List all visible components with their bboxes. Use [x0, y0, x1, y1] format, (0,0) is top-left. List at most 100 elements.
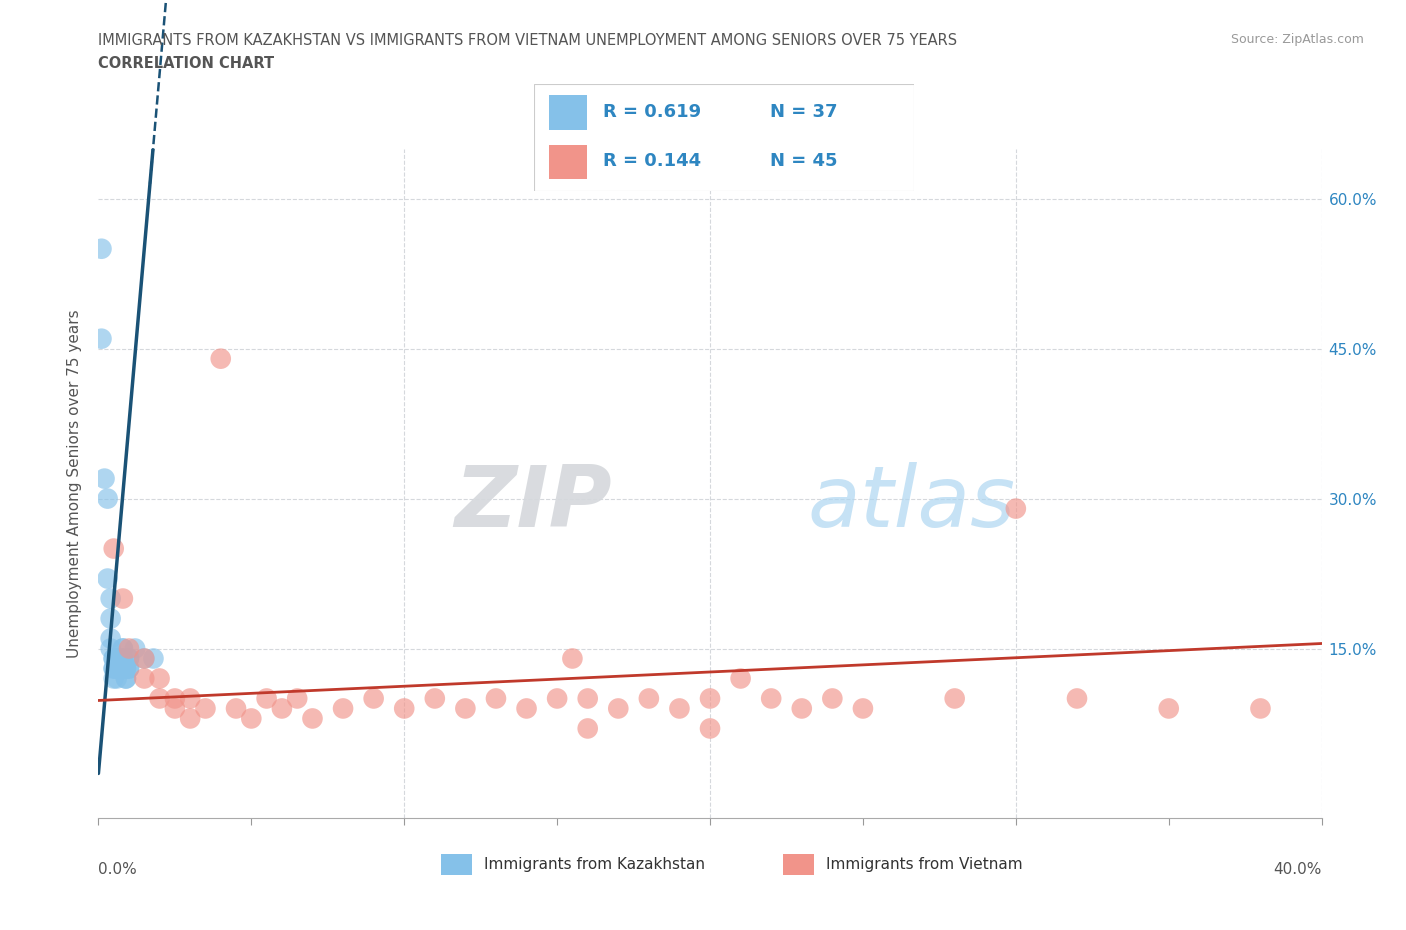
- Point: [118, 641, 141, 656]
- Point: [111, 641, 134, 656]
- Text: Immigrants from Kazakhstan: Immigrants from Kazakhstan: [484, 857, 704, 872]
- Point: [240, 711, 263, 726]
- Point: [392, 701, 416, 716]
- Point: [163, 701, 186, 716]
- Point: [100, 591, 122, 606]
- Point: [118, 651, 141, 666]
- Point: [134, 671, 156, 686]
- Point: [118, 651, 141, 666]
- Point: [118, 661, 141, 676]
- Point: [256, 691, 278, 706]
- Point: [93, 472, 115, 486]
- Point: [759, 691, 782, 706]
- Text: IMMIGRANTS FROM KAZAKHSTAN VS IMMIGRANTS FROM VIETNAM UNEMPLOYMENT AMONG SENIORS: IMMIGRANTS FROM KAZAKHSTAN VS IMMIGRANTS…: [98, 33, 957, 47]
- Point: [730, 671, 752, 686]
- Point: [115, 671, 138, 686]
- Point: [454, 701, 477, 716]
- Bar: [441, 854, 471, 875]
- Point: [100, 611, 122, 626]
- Point: [1249, 701, 1271, 716]
- Point: [668, 701, 690, 716]
- Text: R = 0.144: R = 0.144: [603, 153, 700, 170]
- Point: [1004, 501, 1026, 516]
- Text: R = 0.619: R = 0.619: [603, 103, 700, 121]
- Point: [103, 651, 125, 666]
- Point: [576, 721, 599, 736]
- Text: Immigrants from Vietnam: Immigrants from Vietnam: [827, 857, 1022, 872]
- Point: [105, 661, 128, 676]
- Point: [270, 701, 292, 716]
- Point: [1066, 691, 1088, 706]
- Point: [111, 651, 134, 666]
- Point: [699, 691, 721, 706]
- Point: [301, 711, 323, 726]
- Point: [943, 691, 966, 706]
- FancyBboxPatch shape: [534, 84, 914, 191]
- Point: [100, 641, 122, 656]
- Point: [115, 671, 138, 686]
- Point: [111, 591, 134, 606]
- Point: [194, 701, 217, 716]
- Y-axis label: Unemployment Among Seniors over 75 years: Unemployment Among Seniors over 75 years: [67, 310, 83, 658]
- Point: [103, 671, 125, 686]
- Point: [105, 661, 128, 676]
- Point: [97, 571, 120, 586]
- Point: [105, 671, 128, 686]
- Point: [142, 651, 165, 666]
- Point: [699, 721, 721, 736]
- Point: [111, 661, 134, 676]
- Point: [821, 691, 844, 706]
- Text: CORRELATION CHART: CORRELATION CHART: [98, 56, 274, 71]
- Point: [285, 691, 308, 706]
- Point: [115, 661, 138, 676]
- Text: N = 45: N = 45: [769, 153, 837, 170]
- Bar: [550, 96, 588, 129]
- Point: [124, 641, 146, 656]
- Point: [1157, 701, 1180, 716]
- Point: [546, 691, 568, 706]
- Point: [225, 701, 247, 716]
- Bar: [550, 145, 588, 179]
- Point: [576, 691, 599, 706]
- Point: [118, 661, 141, 676]
- Point: [179, 711, 201, 726]
- Point: [111, 661, 134, 676]
- Text: 40.0%: 40.0%: [1274, 862, 1322, 877]
- Point: [149, 671, 172, 686]
- Point: [149, 691, 172, 706]
- Point: [111, 651, 134, 666]
- Point: [332, 701, 354, 716]
- Point: [105, 651, 128, 666]
- Point: [179, 691, 201, 706]
- Point: [134, 651, 156, 666]
- Text: Source: ZipAtlas.com: Source: ZipAtlas.com: [1230, 33, 1364, 46]
- Point: [134, 651, 156, 666]
- Point: [103, 651, 125, 666]
- Point: [90, 331, 112, 346]
- Point: [485, 691, 508, 706]
- Point: [209, 352, 232, 366]
- Point: [111, 641, 134, 656]
- Point: [108, 651, 131, 666]
- Point: [607, 701, 630, 716]
- Point: [103, 541, 125, 556]
- Point: [97, 491, 120, 506]
- Point: [852, 701, 875, 716]
- Point: [90, 241, 112, 256]
- Point: [115, 661, 138, 676]
- Point: [790, 701, 813, 716]
- Point: [103, 661, 125, 676]
- Text: ZIP: ZIP: [454, 462, 612, 545]
- Point: [637, 691, 661, 706]
- Point: [561, 651, 583, 666]
- Point: [103, 661, 125, 676]
- Point: [108, 661, 131, 676]
- Point: [100, 631, 122, 646]
- Text: N = 37: N = 37: [769, 103, 837, 121]
- Point: [516, 701, 538, 716]
- Point: [363, 691, 385, 706]
- Point: [163, 691, 186, 706]
- Bar: [783, 854, 814, 875]
- Text: 0.0%: 0.0%: [98, 862, 138, 877]
- Point: [423, 691, 446, 706]
